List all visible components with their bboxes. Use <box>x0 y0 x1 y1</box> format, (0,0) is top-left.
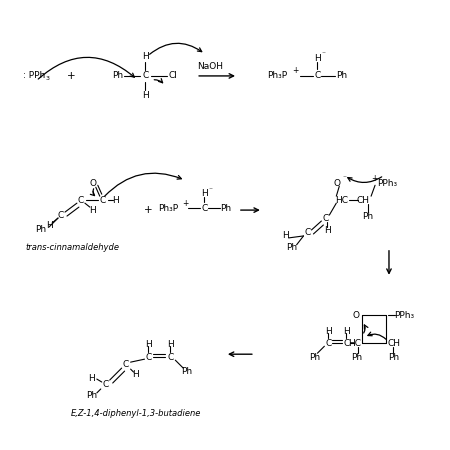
Text: H: H <box>142 52 149 61</box>
Text: C: C <box>304 229 310 238</box>
Text: +: + <box>182 198 189 207</box>
Text: H: H <box>325 327 332 336</box>
Text: H: H <box>89 374 95 382</box>
Text: HC: HC <box>348 339 361 348</box>
Text: H: H <box>142 91 149 100</box>
Text: O: O <box>334 179 341 188</box>
Text: C: C <box>58 211 64 220</box>
Text: Ph: Ph <box>286 243 297 252</box>
Text: Cl: Cl <box>169 72 178 81</box>
Text: +: + <box>292 67 299 76</box>
Text: Ph: Ph <box>351 353 363 362</box>
Text: ⁻: ⁻ <box>342 174 346 183</box>
Text: C: C <box>167 353 173 362</box>
Text: O: O <box>89 179 96 188</box>
Text: Ph₃P: Ph₃P <box>158 203 178 212</box>
Text: C: C <box>201 203 207 212</box>
Text: H: H <box>324 226 331 235</box>
Text: H: H <box>282 231 289 240</box>
Text: C: C <box>103 379 109 388</box>
Text: C: C <box>78 196 84 205</box>
Text: C: C <box>145 353 152 362</box>
Text: H: H <box>112 196 119 205</box>
Text: C: C <box>99 196 106 205</box>
Text: C: C <box>314 72 320 81</box>
Text: H: H <box>46 220 53 230</box>
Text: Ph: Ph <box>36 225 47 234</box>
Text: CH: CH <box>387 339 400 348</box>
Text: H: H <box>167 340 174 349</box>
Text: C: C <box>322 214 328 223</box>
Text: H: H <box>145 340 152 349</box>
Text: HC: HC <box>335 196 348 205</box>
Text: trans-cinnamaldehyde: trans-cinnamaldehyde <box>26 243 120 252</box>
Text: Ph: Ph <box>86 392 97 400</box>
Text: E,Z-1,4-diphenyl-1,3-butadiene: E,Z-1,4-diphenyl-1,3-butadiene <box>70 410 201 418</box>
Text: Ph: Ph <box>309 353 320 362</box>
Text: Ph: Ph <box>181 367 192 376</box>
Text: PPh₃: PPh₃ <box>377 179 397 188</box>
Text: : PPh: : PPh <box>23 72 45 81</box>
Text: C: C <box>343 339 349 348</box>
Text: +: + <box>144 205 153 215</box>
Text: Ph: Ph <box>388 353 400 362</box>
Text: Ph: Ph <box>336 72 347 81</box>
Text: +: + <box>371 174 377 183</box>
Text: H: H <box>201 189 207 198</box>
Text: C: C <box>142 72 148 81</box>
Text: Ph: Ph <box>112 72 123 81</box>
Text: H: H <box>343 327 350 336</box>
Text: ⁻: ⁻ <box>208 186 212 195</box>
Text: ⁻: ⁻ <box>321 50 325 58</box>
Text: O: O <box>353 311 360 320</box>
Text: Ph₃P: Ph₃P <box>268 72 288 81</box>
Text: C: C <box>325 339 332 348</box>
Text: CH: CH <box>357 196 369 205</box>
Text: NaOH: NaOH <box>197 63 223 72</box>
Text: H: H <box>90 206 96 215</box>
Text: PPh₃: PPh₃ <box>394 311 414 320</box>
Text: 3: 3 <box>45 76 49 81</box>
Text: Ph: Ph <box>363 212 374 220</box>
Text: +: + <box>67 71 75 81</box>
Text: Ph: Ph <box>220 203 232 212</box>
Text: H: H <box>132 369 139 378</box>
Text: H: H <box>314 54 321 63</box>
Text: C: C <box>122 360 129 369</box>
